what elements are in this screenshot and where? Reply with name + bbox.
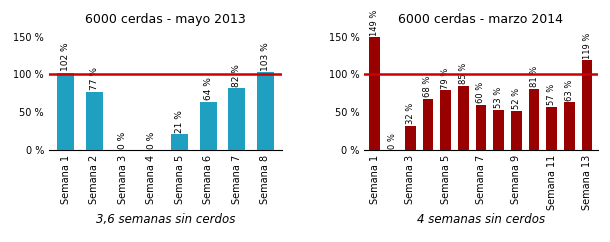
Text: 63 %: 63 % xyxy=(565,80,574,101)
Bar xyxy=(257,72,274,150)
Text: 82 %: 82 % xyxy=(232,64,242,86)
Bar xyxy=(200,102,217,150)
Text: 102 %: 102 % xyxy=(62,43,70,71)
Bar xyxy=(440,90,451,150)
Bar xyxy=(86,92,103,150)
Bar xyxy=(493,110,504,150)
Bar xyxy=(476,105,486,150)
Bar xyxy=(547,107,557,150)
Text: 103 %: 103 % xyxy=(261,42,270,71)
Bar xyxy=(228,88,245,150)
Text: 81 %: 81 % xyxy=(529,66,539,87)
Bar xyxy=(511,111,522,150)
Bar xyxy=(529,89,539,150)
Text: 32 %: 32 % xyxy=(406,103,415,124)
Text: 119 %: 119 % xyxy=(583,32,592,59)
Bar xyxy=(564,102,575,150)
Text: 85 %: 85 % xyxy=(459,63,468,84)
Text: 0 %: 0 % xyxy=(388,133,397,149)
Text: 0 %: 0 % xyxy=(147,131,156,149)
Text: 21 %: 21 % xyxy=(175,110,184,133)
Text: 79 %: 79 % xyxy=(441,68,450,89)
Text: 77 %: 77 % xyxy=(90,67,99,90)
Bar xyxy=(458,86,468,150)
Text: 3,6 semanas sin cerdos: 3,6 semanas sin cerdos xyxy=(96,213,235,226)
Bar xyxy=(57,73,74,150)
Bar xyxy=(582,60,592,150)
Bar xyxy=(423,98,433,150)
Text: 60 %: 60 % xyxy=(476,82,486,103)
Bar xyxy=(370,37,380,150)
Text: 68 %: 68 % xyxy=(423,76,432,97)
Text: 0 %: 0 % xyxy=(118,131,127,149)
Text: 57 %: 57 % xyxy=(547,84,556,106)
Text: 53 %: 53 % xyxy=(494,87,503,108)
Title: 6000 cerdas - mayo 2013: 6000 cerdas - mayo 2013 xyxy=(85,14,246,26)
Text: 149 %: 149 % xyxy=(370,9,379,36)
Text: 4 semanas sin cerdos: 4 semanas sin cerdos xyxy=(417,213,545,226)
Text: 64 %: 64 % xyxy=(204,77,213,100)
Bar xyxy=(171,134,188,150)
Bar xyxy=(405,126,415,150)
Title: 6000 cerdas - marzo 2014: 6000 cerdas - marzo 2014 xyxy=(398,14,564,26)
Text: 52 %: 52 % xyxy=(512,88,521,109)
